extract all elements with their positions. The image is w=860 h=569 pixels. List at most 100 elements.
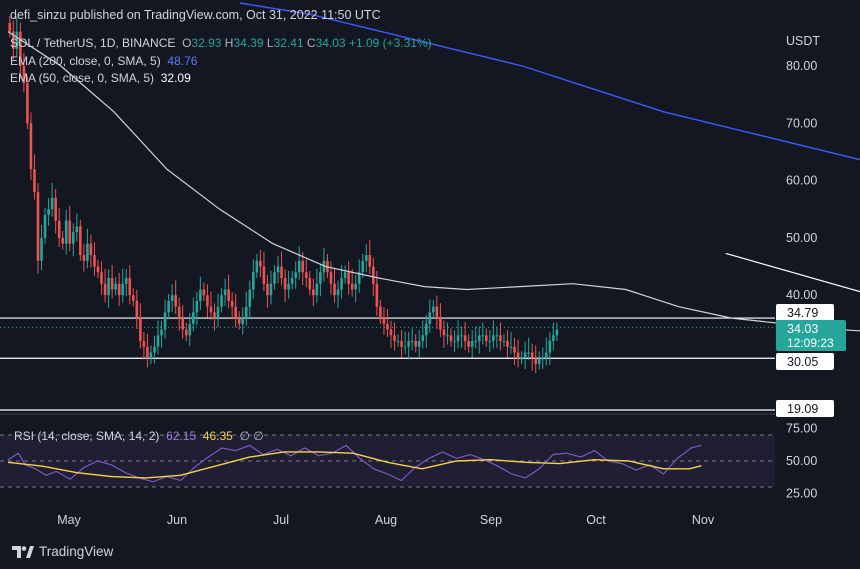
candle-body <box>492 335 495 342</box>
price-tick: 80.00 <box>786 59 817 73</box>
candle-body <box>213 312 216 319</box>
candle-body <box>269 283 273 296</box>
candle-body <box>502 341 506 343</box>
candle-body <box>410 341 414 343</box>
candle-body <box>290 278 294 284</box>
candle-body <box>488 341 492 343</box>
candle-body <box>407 341 410 347</box>
price-tick: 70.00 <box>786 116 817 130</box>
candle-body <box>364 255 368 261</box>
open-value: 32.93 <box>191 36 222 50</box>
candle-body <box>195 300 199 313</box>
candle-body <box>216 306 220 319</box>
candle-body <box>485 335 488 342</box>
candle-body <box>22 66 26 84</box>
support-badge: 30.05 <box>787 355 818 369</box>
candle-body <box>435 306 439 319</box>
candle-body <box>262 266 266 284</box>
candle-body <box>15 31 19 49</box>
time-axis: May Jun Jul Aug Sep Oct Nov <box>57 513 715 527</box>
candle-body <box>170 295 174 301</box>
rsi-label: RSI (14, close, SMA, 14, 2) <box>14 429 160 443</box>
candle-body <box>220 295 223 307</box>
candle-body <box>93 255 96 267</box>
candle-body <box>223 289 227 296</box>
candlestick-series <box>8 16 559 374</box>
candle-body <box>117 283 121 296</box>
candle-body <box>294 272 297 279</box>
candle-body <box>495 335 499 337</box>
candle-body <box>499 335 502 342</box>
candle-body <box>248 289 252 307</box>
candle-body <box>343 272 347 279</box>
candle-body <box>79 226 82 256</box>
candle-body <box>11 31 15 49</box>
candle-body <box>135 300 139 319</box>
candle-body <box>354 283 357 290</box>
candle-body <box>368 255 372 267</box>
brand-label: TradingView <box>39 544 114 559</box>
candle-body <box>86 243 89 261</box>
candle-body <box>379 306 382 319</box>
candle-body <box>534 358 538 364</box>
candle-body <box>453 341 456 343</box>
symbol-legend: SOL / TetherUS, 1D, BINANCE O32.93 H34.3… <box>10 36 432 50</box>
candle-body <box>322 260 326 273</box>
ema200-value: 48.76 <box>167 54 198 68</box>
candle-body <box>54 197 57 221</box>
rsi-line <box>7 444 702 483</box>
candle-body <box>132 295 135 301</box>
resistance-badge-box <box>776 304 834 321</box>
candle-body <box>146 346 149 359</box>
price-axis: USDT 80.00 70.00 60.00 50.00 40.00 <box>786 34 820 302</box>
candle-body <box>252 272 255 290</box>
candle-body <box>393 335 396 342</box>
candle-body <box>414 341 417 347</box>
candle-body <box>280 266 283 279</box>
candle-body <box>555 329 559 336</box>
candle-body <box>43 214 47 238</box>
candle-body <box>107 278 110 296</box>
candle-body <box>516 352 520 359</box>
candle-body <box>255 260 259 273</box>
rsi-legend[interactable]: RSI (14, close, SMA, 14, 2) 62.15 46.35 … <box>14 429 264 443</box>
candle-body <box>100 272 103 284</box>
candle-body <box>530 352 534 359</box>
candle-body <box>61 237 64 244</box>
candle-body <box>470 341 474 347</box>
candle-body <box>361 260 365 273</box>
time-tick: May <box>57 513 81 527</box>
candle-body <box>424 323 428 336</box>
price-tick: 50.00 <box>786 231 817 245</box>
candle-body <box>273 272 276 284</box>
candle-body <box>184 329 188 336</box>
candle-body <box>336 289 340 296</box>
ema200-legend[interactable]: EMA (200, close, 0, SMA, 5) 48.76 <box>10 54 197 68</box>
candle-body <box>428 312 432 324</box>
candle-body <box>439 318 442 330</box>
candle-body <box>552 335 555 342</box>
candle-body <box>333 283 336 296</box>
currency-label: USDT <box>786 34 820 48</box>
candle-body <box>474 341 478 343</box>
ema50-legend[interactable]: EMA (50, close, 0, SMA, 5) 32.09 <box>10 71 191 85</box>
candle-body <box>89 243 93 256</box>
low-value: 32.41 <box>273 36 304 50</box>
ema50-line <box>7 31 860 332</box>
candle-body <box>506 341 509 347</box>
time-tick: Jul <box>273 513 289 527</box>
candle-body <box>520 358 523 360</box>
candle-body <box>174 295 177 307</box>
support-badge-box <box>776 353 834 370</box>
candle-body <box>181 318 185 330</box>
tradingview-brand[interactable]: TradingView <box>12 544 113 559</box>
symbol-title[interactable]: SOL / TetherUS, 1D, BINANCE <box>10 36 176 50</box>
high-label: H <box>224 36 234 50</box>
candle-body <box>103 283 107 296</box>
candle-body <box>347 272 350 284</box>
candle-body <box>329 272 333 284</box>
ema200-label: EMA (200, close, 0, SMA, 5) <box>10 54 161 68</box>
publisher-line: defi_sinzu published on TradingView.com,… <box>10 8 381 22</box>
candle-body <box>128 278 132 296</box>
